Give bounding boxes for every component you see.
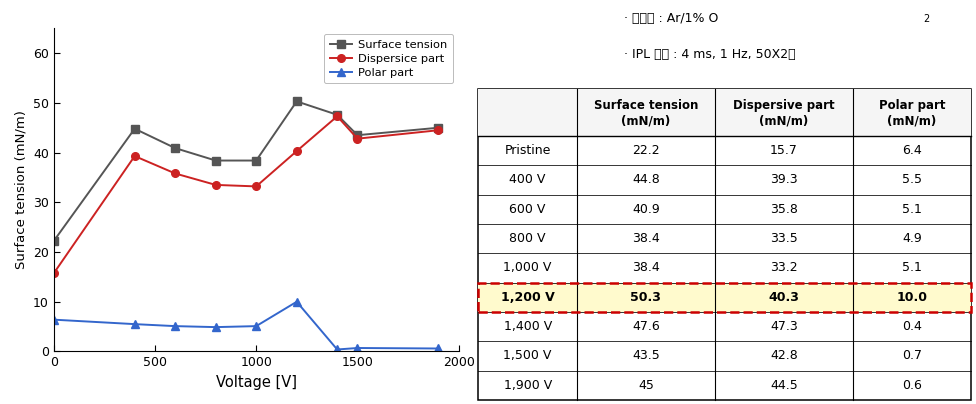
Text: 0.7: 0.7: [902, 349, 922, 362]
Text: 0.4: 0.4: [902, 320, 921, 333]
Polar part: [210, 325, 222, 330]
Text: · IPL 조건 : 4 ms, 1 Hz, 50X2회: · IPL 조건 : 4 ms, 1 Hz, 50X2회: [625, 48, 795, 61]
Text: 40.3: 40.3: [768, 291, 799, 304]
Bar: [478, 282, 971, 312]
Polar part: [432, 346, 444, 351]
Text: 800 V: 800 V: [509, 232, 546, 245]
Text: 38.4: 38.4: [632, 261, 660, 274]
Legend: Surface tension, Dispersice part, Polar part: Surface tension, Dispersice part, Polar …: [324, 34, 453, 83]
Text: 44.8: 44.8: [632, 173, 660, 186]
Text: 47.6: 47.6: [632, 320, 660, 333]
Text: 38.4: 38.4: [632, 232, 660, 245]
Text: 2: 2: [923, 14, 929, 24]
Dispersice part: [129, 154, 141, 158]
Text: 47.3: 47.3: [770, 320, 797, 333]
Polar part: [351, 345, 363, 350]
Y-axis label: Surface tension (mN/m): Surface tension (mN/m): [15, 110, 27, 269]
Polar part: [250, 324, 262, 328]
Polar part: [291, 299, 303, 304]
Bar: [478, 89, 971, 136]
Text: (mN/m): (mN/m): [887, 114, 937, 127]
Text: (mN/m): (mN/m): [759, 114, 808, 127]
Dispersice part: [170, 171, 182, 176]
Text: 15.7: 15.7: [770, 144, 797, 157]
Text: 45: 45: [638, 379, 654, 392]
Text: 44.5: 44.5: [770, 379, 797, 392]
Surface tension: [351, 133, 363, 138]
Text: 39.3: 39.3: [770, 173, 797, 186]
Surface tension: [129, 126, 141, 131]
Text: 5.5: 5.5: [902, 173, 922, 186]
Dispersice part: [250, 184, 262, 189]
Polar part: [170, 324, 182, 328]
Text: Surface tension: Surface tension: [593, 99, 698, 112]
Surface tension: [331, 112, 344, 117]
Text: 1,400 V: 1,400 V: [504, 320, 551, 333]
Text: 600 V: 600 V: [509, 203, 546, 216]
Text: 400 V: 400 V: [509, 173, 546, 186]
Polar part: [129, 322, 141, 326]
Text: Dispersive part: Dispersive part: [733, 99, 834, 112]
Surface tension: [432, 125, 444, 130]
Text: 4.9: 4.9: [902, 232, 921, 245]
Dispersice part: [291, 149, 303, 154]
Text: 22.2: 22.2: [632, 144, 660, 157]
Text: 6.4: 6.4: [902, 144, 921, 157]
Text: · 분위기 : Ar/1% O: · 분위기 : Ar/1% O: [625, 12, 718, 25]
Bar: [478, 89, 971, 400]
Text: Pristine: Pristine: [505, 144, 550, 157]
Text: 33.2: 33.2: [770, 261, 797, 274]
Text: 40.9: 40.9: [632, 203, 660, 216]
Text: Polar part: Polar part: [878, 99, 945, 112]
Text: 1,200 V: 1,200 V: [501, 291, 554, 304]
Surface tension: [48, 239, 60, 244]
Text: 5.1: 5.1: [902, 203, 921, 216]
Text: 43.5: 43.5: [632, 349, 660, 362]
Line: Polar part: Polar part: [50, 298, 442, 354]
Text: 10.0: 10.0: [896, 291, 927, 304]
Text: 50.3: 50.3: [630, 291, 662, 304]
Text: 1,500 V: 1,500 V: [504, 349, 551, 362]
Dispersice part: [331, 114, 344, 119]
Text: 1,900 V: 1,900 V: [504, 379, 551, 392]
Text: 0.6: 0.6: [902, 379, 921, 392]
Text: 33.5: 33.5: [770, 232, 797, 245]
Bar: [478, 282, 971, 312]
Text: 35.8: 35.8: [770, 203, 797, 216]
Surface tension: [170, 146, 182, 151]
Line: Dispersice part: Dispersice part: [50, 112, 442, 277]
Polar part: [331, 347, 344, 352]
Dispersice part: [432, 128, 444, 133]
Polar part: [48, 317, 60, 322]
Dispersice part: [351, 136, 363, 141]
Text: 1,000 V: 1,000 V: [504, 261, 551, 274]
Surface tension: [250, 158, 262, 163]
Surface tension: [291, 99, 303, 104]
Line: Surface tension: Surface tension: [50, 97, 442, 245]
Text: 5.1: 5.1: [902, 261, 921, 274]
Text: (mN/m): (mN/m): [622, 114, 671, 127]
Dispersice part: [48, 271, 60, 276]
Dispersice part: [210, 183, 222, 187]
Surface tension: [210, 158, 222, 163]
Text: 42.8: 42.8: [770, 349, 797, 362]
X-axis label: Voltage [V]: Voltage [V]: [216, 375, 297, 390]
